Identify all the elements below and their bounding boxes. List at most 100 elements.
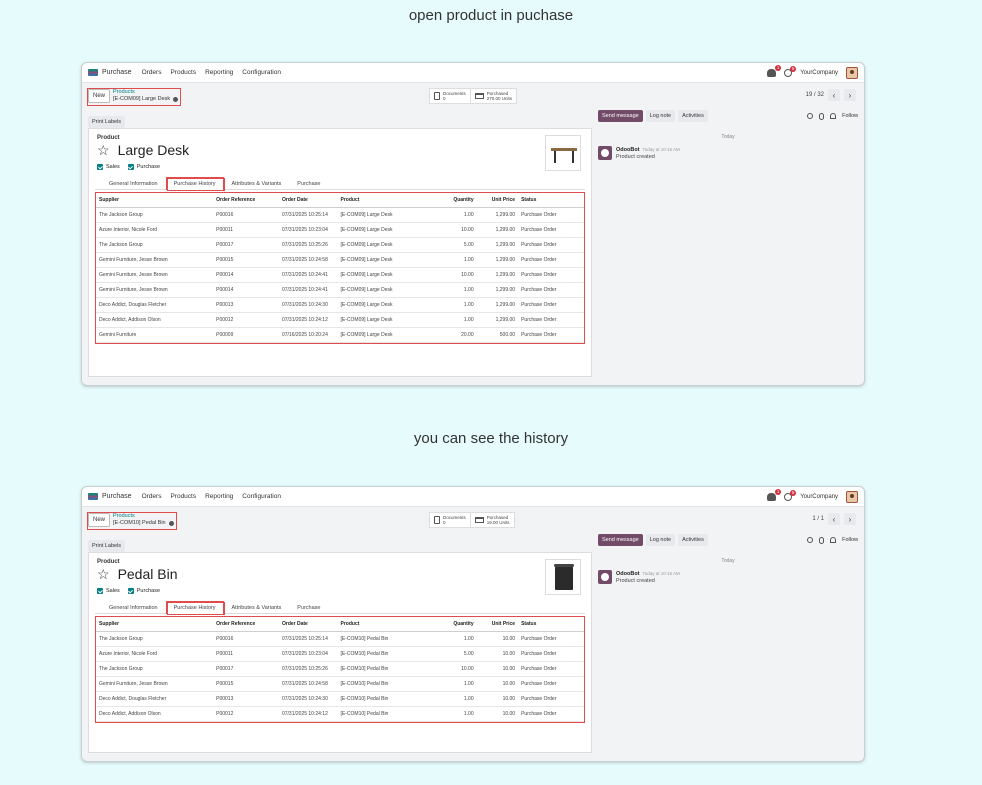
send-message-button[interactable]: Send message: [598, 534, 643, 546]
column-header[interactable]: Unit Price: [476, 617, 519, 632]
table-row[interactable]: The Jackson Group P00017 07/31/2025 10:25:…: [96, 661, 584, 677]
pager-previous-button[interactable]: ‹: [828, 513, 840, 525]
documents-smart-button[interactable]: Documents 0: [430, 513, 471, 527]
column-header[interactable]: Supplier: [96, 193, 214, 208]
documents-smart-button[interactable]: Documents 0: [430, 89, 471, 103]
followers-icon[interactable]: [830, 113, 837, 119]
odoobot-avatar[interactable]: [598, 146, 612, 160]
purchase-checkbox[interactable]: [127, 164, 134, 170]
pager-next-button[interactable]: ›: [844, 513, 856, 525]
table-row[interactable]: The Jackson Group P00016 07/31/2025 10:25:…: [96, 207, 584, 223]
tab-purchase[interactable]: Purchase: [297, 181, 321, 187]
log-note-button[interactable]: Log note: [645, 110, 676, 122]
paperclip-icon[interactable]: [819, 112, 825, 120]
tab-purchase-history[interactable]: Purchase History: [165, 177, 224, 190]
tab-attributes-variants[interactable]: Attributes & Variants: [231, 181, 282, 187]
new-button[interactable]: New: [88, 513, 111, 527]
menu-configuration[interactable]: Configuration: [242, 69, 281, 76]
user-avatar[interactable]: [846, 490, 858, 503]
message-author[interactable]: OdooBot: [616, 571, 640, 577]
activities-button[interactable]: Activities: [678, 534, 708, 546]
search-icon[interactable]: [807, 113, 814, 119]
send-message-button[interactable]: Send message: [598, 110, 643, 122]
search-icon[interactable]: [807, 537, 814, 543]
activities-icon[interactable]: 5: [784, 65, 797, 77]
product-name[interactable]: Large Desk: [117, 142, 190, 158]
tab-general-information[interactable]: General Information: [109, 181, 158, 187]
favorite-star-icon[interactable]: ☆: [97, 566, 110, 582]
follow-button[interactable]: Follow: [842, 113, 858, 119]
table-row[interactable]: Gemini Furniture P00009 07/16/2025 10:20:2…: [96, 327, 584, 343]
column-header[interactable]: Product: [337, 617, 431, 632]
menu-products[interactable]: Products: [170, 493, 197, 500]
table-row[interactable]: Azure Interior, Nicole Ford P00011 07/31/2…: [96, 222, 584, 238]
app-name[interactable]: Purchase: [102, 493, 132, 500]
menu-reporting[interactable]: Reporting: [205, 493, 234, 500]
product-image[interactable]: [545, 135, 581, 171]
tab-general-information[interactable]: General Information: [109, 605, 158, 611]
column-header[interactable]: Supplier: [96, 617, 214, 632]
log-note-button[interactable]: Log note: [645, 534, 676, 546]
menu-reporting[interactable]: Reporting: [205, 69, 234, 76]
messages-icon[interactable]: 1: [767, 488, 782, 501]
table-row[interactable]: Gemini Furniture, Jesse Brown P00015 07/31…: [96, 676, 584, 692]
column-header[interactable]: Status: [518, 617, 584, 632]
pager-value[interactable]: 19 / 32: [805, 92, 824, 98]
table-row[interactable]: Gemini Furniture, Jesse Brown P00014 07/31…: [96, 282, 584, 298]
purchase-checkbox[interactable]: [127, 588, 134, 594]
sales-checkbox[interactable]: [97, 588, 103, 594]
product-image[interactable]: [545, 559, 581, 595]
purchased-smart-button[interactable]: Purchased 19.00 Units: [471, 513, 514, 527]
pager-previous-button[interactable]: ‹: [828, 89, 840, 101]
app-grid-icon[interactable]: [88, 493, 98, 500]
table-row[interactable]: Deco Addict, Douglas Fletcher P00013 07/31…: [96, 691, 584, 707]
odoobot-avatar[interactable]: [598, 570, 612, 584]
paperclip-icon[interactable]: [819, 536, 825, 544]
gear-icon[interactable]: [168, 521, 174, 526]
menu-configuration[interactable]: Configuration: [242, 493, 281, 500]
tab-purchase[interactable]: Purchase: [297, 605, 321, 611]
follow-button[interactable]: Follow: [842, 537, 858, 543]
activities-icon[interactable]: 5: [784, 489, 797, 501]
table-row[interactable]: The Jackson Group P00017 07/31/2025 10:25:…: [96, 237, 584, 253]
company-name[interactable]: YourCompany: [800, 69, 838, 76]
app-grid-icon[interactable]: [88, 69, 98, 76]
print-labels-button[interactable]: Print Labels: [88, 116, 126, 128]
column-header[interactable]: Quantity: [430, 193, 477, 208]
table-row[interactable]: The Jackson Group P00016 07/31/2025 10:25:…: [96, 631, 584, 647]
pager-next-button[interactable]: ›: [844, 89, 856, 101]
breadcrumb-products-link[interactable]: Products: [113, 513, 135, 519]
column-header[interactable]: Product: [337, 193, 431, 208]
followers-icon[interactable]: [830, 537, 837, 543]
messages-icon[interactable]: 1: [767, 64, 782, 77]
table-row[interactable]: Deco Addict, Douglas Fletcher P00013 07/31…: [96, 297, 584, 313]
tab-purchase-history[interactable]: Purchase History: [165, 601, 224, 614]
favorite-star-icon[interactable]: ☆: [97, 142, 110, 158]
table-row[interactable]: Deco Addict, Addison Olson P00012 07/31/20…: [96, 706, 584, 722]
column-header[interactable]: Order Date: [278, 617, 338, 632]
purchased-smart-button[interactable]: Purchased 270.00 Units: [471, 89, 516, 103]
column-header[interactable]: Status: [518, 193, 584, 208]
menu-orders[interactable]: Orders: [141, 493, 162, 500]
column-header[interactable]: Order Reference: [213, 193, 279, 208]
tab-attributes-variants[interactable]: Attributes & Variants: [231, 605, 282, 611]
table-row[interactable]: Deco Addict, Addison Olson P00012 07/31/20…: [96, 312, 584, 328]
app-name[interactable]: Purchase: [102, 69, 132, 76]
menu-orders[interactable]: Orders: [141, 69, 162, 76]
user-avatar[interactable]: [846, 66, 858, 79]
product-name[interactable]: Pedal Bin: [117, 566, 178, 582]
table-row[interactable]: Gemini Furniture, Jesse Brown P00014 07/31…: [96, 267, 584, 283]
table-row[interactable]: Gemini Furniture, Jesse Brown P00015 07/31…: [96, 252, 584, 268]
gear-icon[interactable]: [173, 97, 179, 102]
sales-checkbox[interactable]: [97, 164, 103, 170]
pager-value[interactable]: 1 / 1: [812, 516, 824, 522]
print-labels-button[interactable]: Print Labels: [88, 540, 126, 552]
activities-button[interactable]: Activities: [678, 110, 708, 122]
column-header[interactable]: Order Reference: [213, 617, 279, 632]
table-row[interactable]: Azure Interior, Nicole Ford P00011 07/31/2…: [96, 646, 584, 662]
breadcrumb-products-link[interactable]: Products: [113, 89, 135, 95]
message-author[interactable]: OdooBot: [616, 147, 640, 153]
new-button[interactable]: New: [88, 89, 111, 103]
column-header[interactable]: Unit Price: [476, 193, 519, 208]
column-header[interactable]: Quantity: [430, 617, 477, 632]
